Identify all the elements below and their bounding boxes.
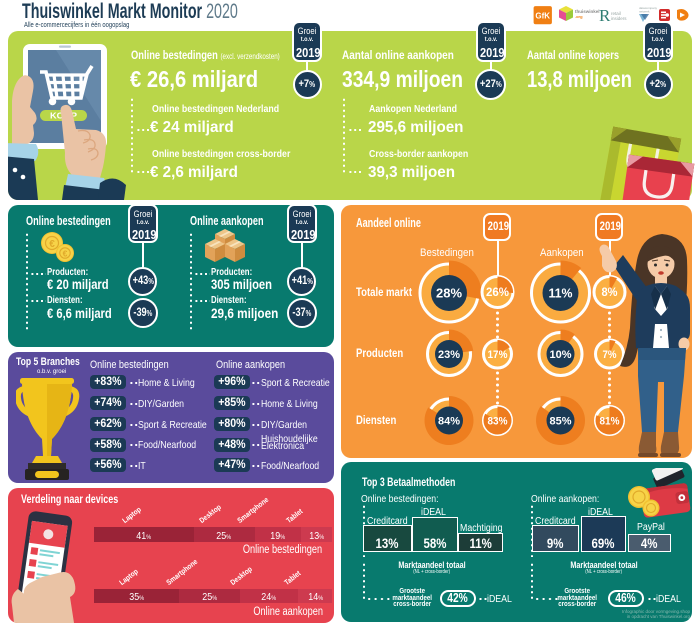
svg-text:insiders: insiders: [611, 16, 627, 21]
svg-text:17%: 17%: [488, 349, 508, 361]
svg-text:thuiswinkel: thuiswinkel: [575, 9, 600, 14]
svg-text:28%: 28%: [436, 286, 462, 301]
svg-text:84%: 84%: [438, 415, 460, 427]
svg-text:8%: 8%: [602, 285, 618, 299]
svg-text:€: €: [63, 249, 68, 259]
svg-text:retail: retail: [611, 11, 621, 16]
svg-text:81%: 81%: [600, 415, 620, 427]
svg-text:11%: 11%: [549, 286, 573, 301]
svg-text:.org: .org: [575, 14, 583, 19]
svg-text:26%: 26%: [486, 285, 509, 299]
svg-text:85%: 85%: [550, 415, 572, 427]
svg-text:R: R: [599, 6, 611, 25]
svg-text:23%: 23%: [438, 349, 460, 361]
svg-text:7%: 7%: [603, 349, 617, 361]
svg-text:GfK: GfK: [535, 12, 550, 21]
svg-text:83%: 83%: [488, 415, 508, 427]
svg-text:netwerk: netwerk: [639, 10, 650, 14]
svg-text:10%: 10%: [550, 349, 572, 361]
svg-text:datacompany: datacompany: [639, 6, 658, 10]
svg-text:€: €: [49, 239, 55, 250]
